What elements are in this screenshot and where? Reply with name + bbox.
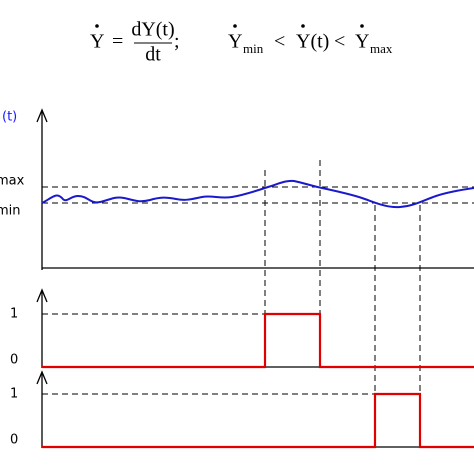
low-label: 0 bbox=[10, 353, 18, 368]
top-plot: (t) max min bbox=[0, 108, 474, 447]
less-than: < bbox=[334, 31, 345, 53]
min-subscript: min bbox=[243, 41, 264, 56]
dot bbox=[233, 24, 237, 28]
arrow bbox=[36, 370, 48, 385]
equals: = bbox=[112, 31, 123, 53]
dot bbox=[301, 24, 305, 28]
y-dot: Y bbox=[90, 31, 104, 53]
y-dot-t: Y(t) bbox=[296, 31, 329, 53]
high-label: 1 bbox=[10, 307, 18, 322]
dot bbox=[360, 24, 364, 28]
denominator: dt bbox=[145, 44, 161, 66]
y-dot-max: Y bbox=[355, 31, 369, 53]
y-dot-min: Y bbox=[228, 31, 242, 53]
numerator: dY(t) bbox=[131, 19, 174, 41]
less-than: < bbox=[274, 31, 285, 53]
min-label: min bbox=[0, 204, 21, 219]
max-label: max bbox=[0, 174, 25, 189]
low-label: 0 bbox=[10, 433, 18, 448]
pulse bbox=[42, 312, 474, 369]
pulse-plot-2: 1 0 bbox=[10, 370, 474, 449]
semicolon: ; bbox=[174, 31, 180, 53]
high-label: 1 bbox=[10, 387, 18, 402]
dot bbox=[95, 24, 99, 28]
pulse-plot-1: 1 0 bbox=[10, 288, 474, 369]
arrow bbox=[36, 108, 48, 123]
arrow bbox=[36, 288, 48, 303]
pulse bbox=[42, 392, 474, 449]
formula: Y = dY(t) dt ; Y min < Y(t) < Y max bbox=[90, 19, 393, 66]
max-subscript: max bbox=[370, 41, 393, 56]
y-label: (t) bbox=[2, 110, 17, 125]
signal-curve bbox=[41, 179, 474, 209]
